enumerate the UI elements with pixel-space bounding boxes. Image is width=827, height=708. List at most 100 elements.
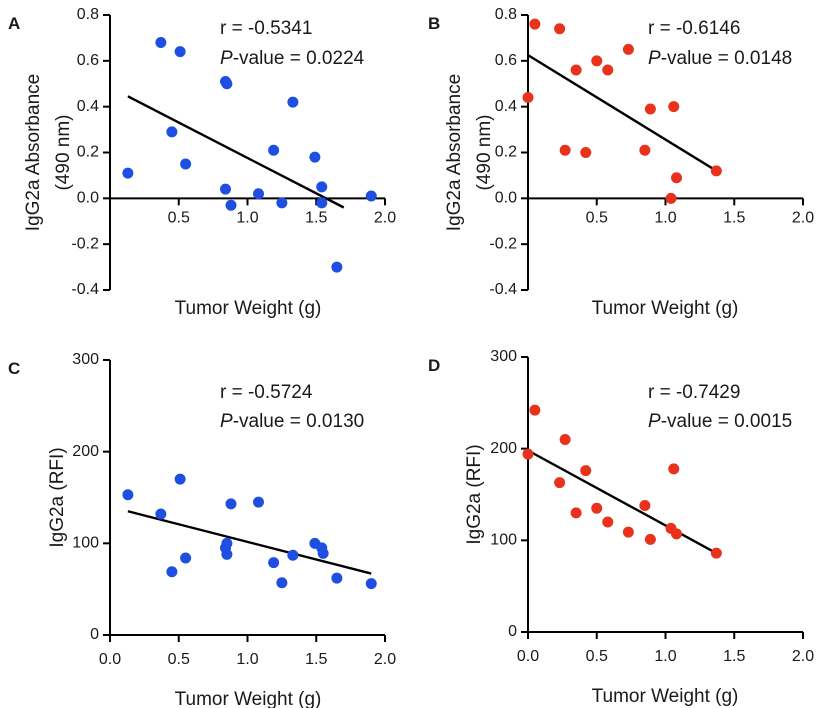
data-point bbox=[580, 147, 592, 158]
x-tick-label: 1.0 bbox=[236, 210, 258, 227]
p-value: P-value = 0.0224 bbox=[220, 48, 365, 69]
panel-c: C 0 100 200 300 0.0 0.5 1.0 1.5 2.0 Tumor Weight (… bbox=[8, 351, 396, 708]
data-point bbox=[316, 197, 328, 209]
y-axis-title: IgG2a Absorbance bbox=[444, 74, 465, 231]
x-axis-title: Tumor Weight (g) bbox=[592, 298, 739, 319]
x-tick-label: 2.0 bbox=[792, 648, 814, 665]
y-tick-label: 0.2 bbox=[77, 144, 99, 161]
panel-label: D bbox=[428, 356, 440, 375]
data-point bbox=[671, 528, 682, 540]
p-value: P-value = 0.0130 bbox=[220, 411, 364, 432]
regression-line bbox=[127, 510, 372, 575]
data-point bbox=[155, 37, 167, 48]
data-point bbox=[221, 548, 233, 560]
data-point bbox=[639, 500, 651, 511]
data-point bbox=[166, 126, 178, 138]
data-point bbox=[316, 181, 328, 193]
data-point bbox=[220, 183, 231, 195]
x-tick-label: 0.5 bbox=[168, 651, 190, 668]
data-point bbox=[622, 526, 634, 538]
x-tick-label: 2.0 bbox=[374, 651, 396, 668]
x-tick-label: 2.0 bbox=[374, 210, 396, 227]
p-value-italic: P bbox=[648, 411, 661, 432]
y-axis-title: IgG2a (RFI) bbox=[47, 447, 68, 547]
panel-b: B -0.4 -0.2 0.0 0.2 0.4 0.6 0.8 0.5 1.0 1.5 2.0 Tumo… bbox=[428, 6, 814, 319]
data-point bbox=[671, 172, 682, 184]
x-tick-label: 1.0 bbox=[236, 651, 258, 668]
p-value: P-value = 0.0148 bbox=[648, 48, 792, 69]
x-tick-label: 1.5 bbox=[723, 210, 745, 227]
data-point bbox=[591, 502, 603, 514]
x-tick-label: 0.5 bbox=[586, 210, 608, 227]
y-tick-label: 0.8 bbox=[495, 6, 517, 23]
y-tick-label: 300 bbox=[72, 351, 99, 368]
data-point bbox=[276, 577, 288, 589]
x-tick-label: 1.0 bbox=[654, 648, 676, 665]
correlation-r: r = -0.7429 bbox=[648, 382, 740, 403]
data-point bbox=[253, 496, 264, 508]
data-point bbox=[253, 188, 264, 200]
data-point bbox=[554, 23, 566, 35]
data-point bbox=[225, 199, 237, 211]
p-value-text: -value = 0.0130 bbox=[233, 411, 365, 432]
correlation-r: r = -0.5341 bbox=[220, 18, 312, 39]
data-point bbox=[317, 547, 329, 559]
data-point bbox=[287, 96, 299, 108]
y-tick-label: -0.4 bbox=[489, 281, 517, 298]
data-point bbox=[155, 508, 167, 520]
y-tick-label: 200 bbox=[72, 443, 99, 460]
data-point bbox=[639, 144, 651, 156]
p-value-text: -value = 0.0148 bbox=[661, 48, 793, 69]
data-point bbox=[570, 507, 582, 519]
data-point bbox=[529, 404, 541, 416]
y-tick-label: 0.0 bbox=[77, 190, 99, 207]
data-point bbox=[365, 578, 377, 590]
p-value-italic: P bbox=[220, 48, 233, 69]
y-tick-label: -0.2 bbox=[489, 235, 517, 252]
p-value-italic: P bbox=[648, 48, 661, 69]
y-tick-label: 100 bbox=[72, 535, 99, 552]
x-tick-label: 2.0 bbox=[792, 210, 814, 227]
data-point bbox=[602, 516, 614, 528]
p-value: P-value = 0.0015 bbox=[648, 411, 792, 432]
data-point bbox=[522, 448, 534, 460]
y-tick-label: 0.6 bbox=[77, 52, 99, 69]
data-point bbox=[710, 165, 722, 177]
data-point bbox=[166, 566, 178, 578]
y-tick-label: 0.4 bbox=[495, 98, 517, 115]
x-tick-label: 1.0 bbox=[654, 210, 676, 227]
data-point bbox=[710, 547, 722, 559]
data-point bbox=[180, 158, 192, 170]
data-point bbox=[365, 190, 377, 202]
data-point bbox=[622, 43, 634, 55]
data-point bbox=[580, 465, 592, 477]
p-value-text: -value = 0.0224 bbox=[233, 48, 365, 69]
data-point bbox=[122, 489, 134, 501]
data-point bbox=[570, 64, 582, 76]
x-tick-label: 1.5 bbox=[305, 651, 327, 668]
y-tick-label: 300 bbox=[490, 348, 517, 365]
regression-line bbox=[127, 95, 345, 209]
x-tick-label: 0.0 bbox=[517, 648, 539, 665]
y-tick-label: 0.0 bbox=[495, 190, 517, 207]
data-point bbox=[522, 92, 534, 103]
regression-line bbox=[527, 449, 717, 555]
y-tick-label: 0 bbox=[508, 623, 517, 640]
y-tick-label: 0 bbox=[90, 626, 99, 643]
data-point bbox=[287, 549, 299, 561]
p-value-italic: P bbox=[220, 411, 233, 432]
data-point bbox=[668, 101, 680, 113]
data-point bbox=[122, 167, 134, 179]
data-point bbox=[559, 144, 571, 156]
correlation-r: r = -0.6146 bbox=[648, 18, 740, 39]
y-tick-label: 200 bbox=[490, 440, 517, 457]
x-tick-label: 0.5 bbox=[586, 648, 608, 665]
x-tick-label: 0.0 bbox=[99, 651, 121, 668]
data-point bbox=[644, 533, 656, 545]
data-point bbox=[602, 64, 614, 76]
x-tick-label: 1.5 bbox=[305, 210, 327, 227]
y-tick-label: 0.8 bbox=[77, 6, 99, 23]
y-axis-title: IgG2a (RFI) bbox=[464, 444, 485, 544]
data-point bbox=[529, 18, 541, 30]
correlation-r: r = -0.5724 bbox=[220, 382, 313, 403]
